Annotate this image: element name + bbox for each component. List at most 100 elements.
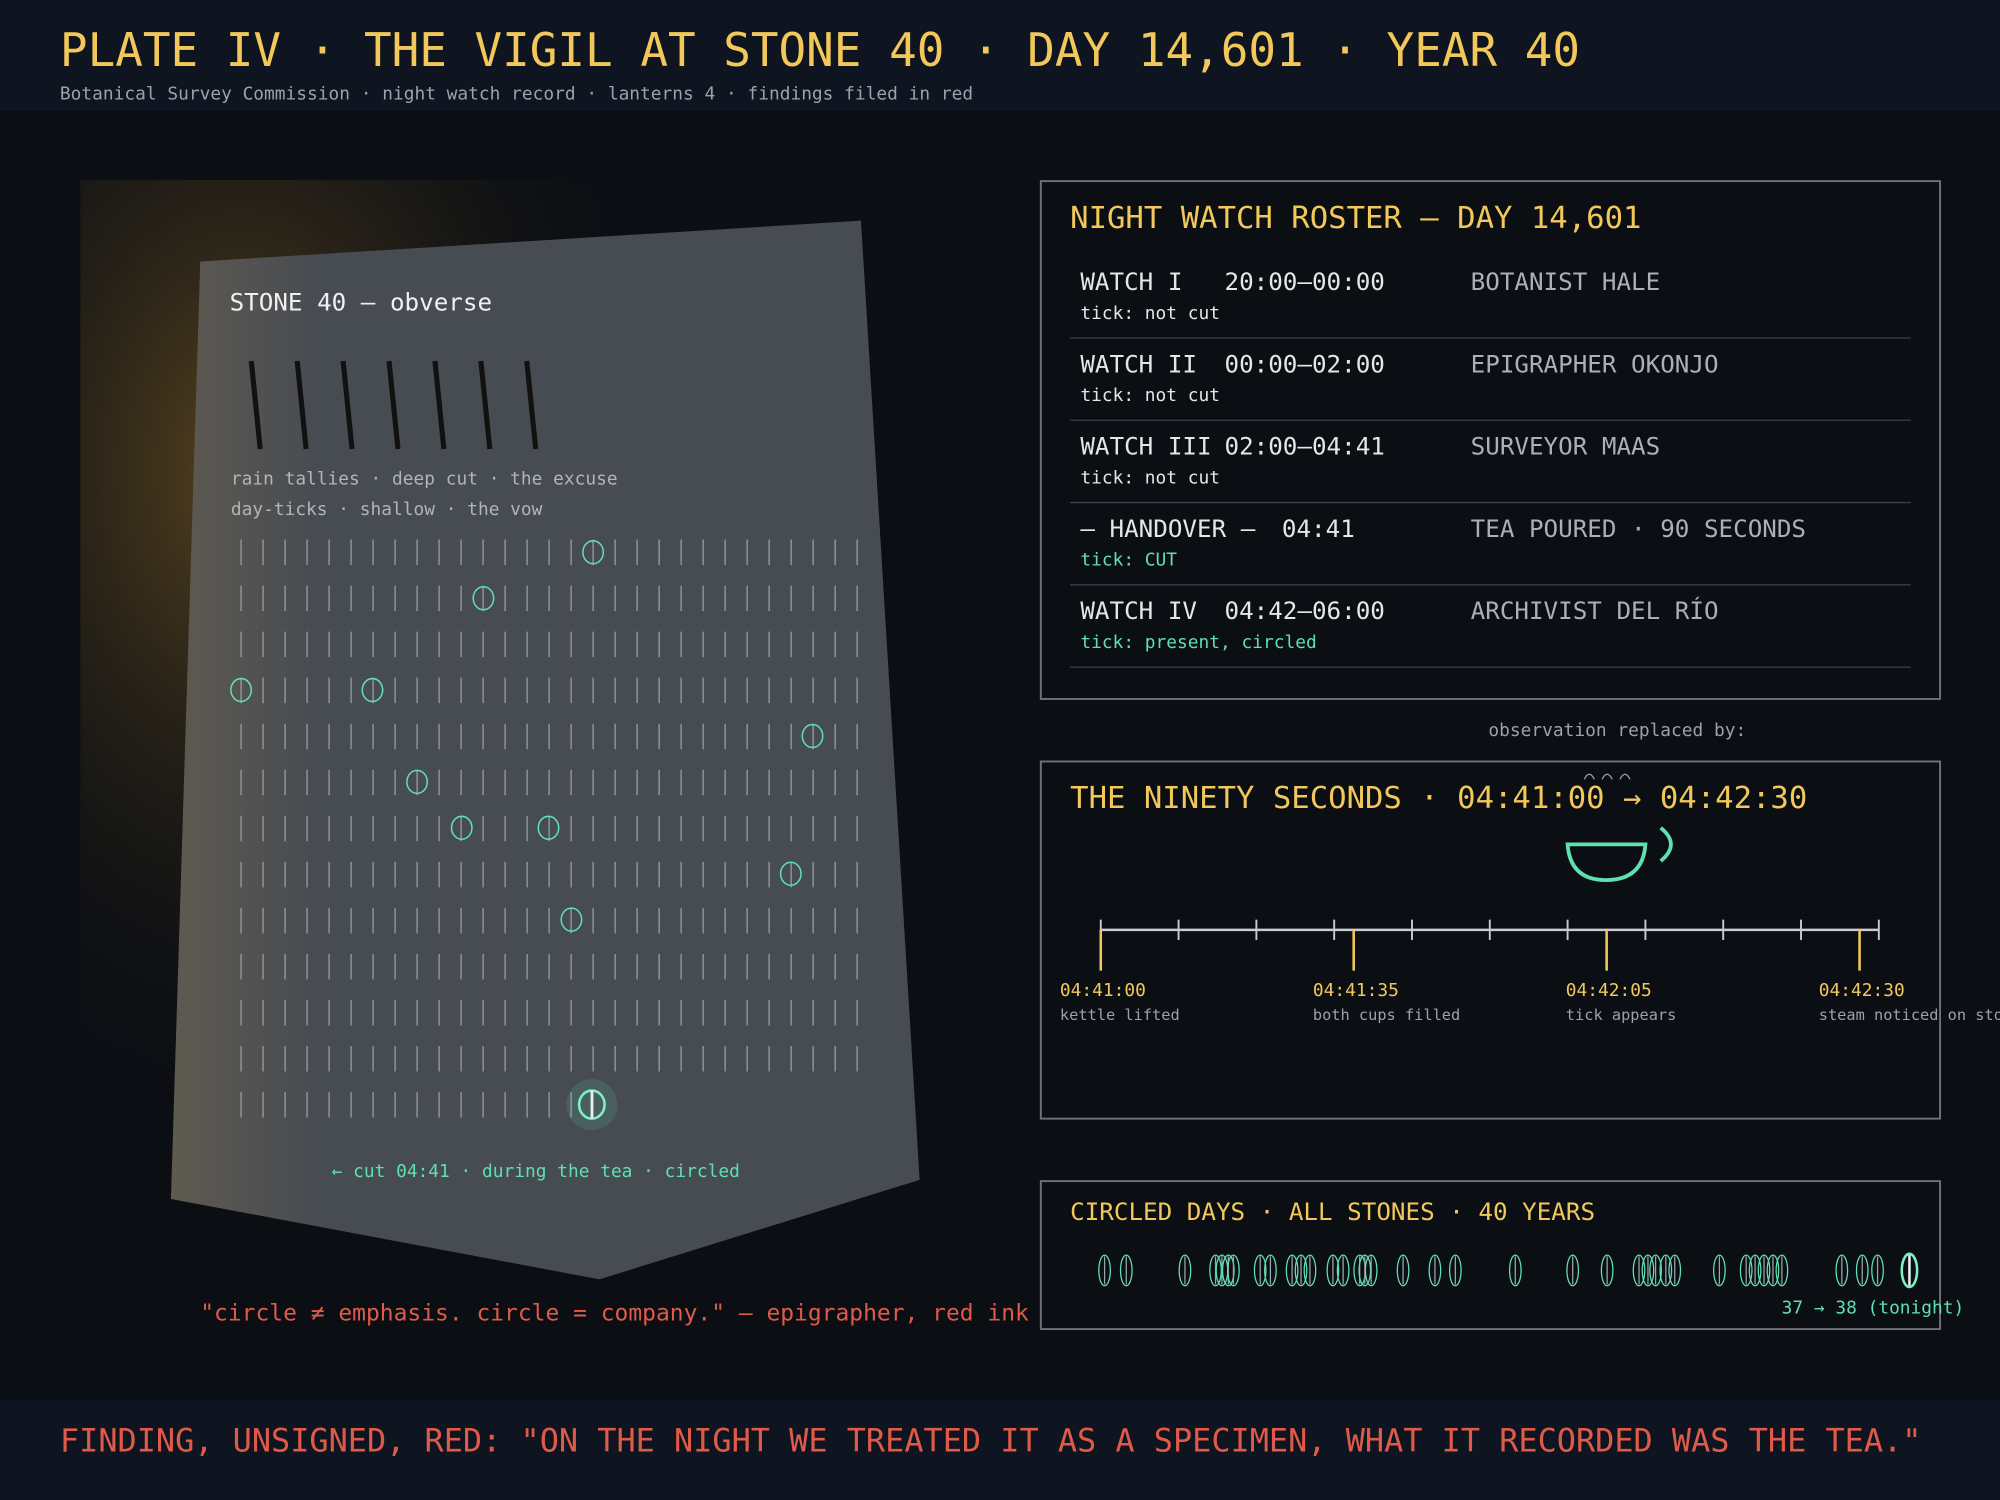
event-time: 04:42:30 — [1819, 980, 1905, 1001]
day-ticks — [230, 539, 858, 1131]
roster-status: tick: not cut — [1080, 467, 1220, 488]
tea-cup — [1565, 773, 1673, 883]
header-bar — [0, 0, 2000, 111]
event-time: 04:42:05 — [1566, 980, 1652, 1001]
subtitle: Botanical Survey Commission · night watc… — [60, 83, 973, 104]
circled-day — [1178, 1254, 1192, 1287]
circled-day — [1264, 1254, 1277, 1287]
circled-day — [1641, 1254, 1655, 1287]
circled-day — [1748, 1254, 1762, 1287]
roster-title: NIGHT WATCH ROSTER — DAY 14,601 — [1070, 201, 1641, 236]
roster-name: BOTANIST HALE — [1471, 268, 1661, 296]
circled-tick — [361, 677, 384, 703]
roster-watch: WATCH IV — [1080, 597, 1197, 625]
circled-day — [1119, 1254, 1133, 1287]
roster-watch: — HANDOVER — — [1080, 515, 1255, 543]
roster-name: ARCHIVIST DEL RÍO — [1471, 596, 1719, 625]
tonight-day — [1900, 1252, 1919, 1289]
circled-count: 37 → 38 (tonight) — [1782, 1298, 1965, 1319]
circled-day — [1227, 1254, 1240, 1287]
event-time: 04:41:35 — [1313, 980, 1399, 1001]
circled-day — [1600, 1254, 1614, 1287]
circled-tick — [779, 861, 802, 886]
circled-tick — [450, 815, 473, 841]
ninety-title: THE NINETY SECONDS · 04:41:00 → 04:42:30 — [1070, 781, 1807, 816]
roster-name: EPIGRAPHER OKONJO — [1471, 350, 1719, 378]
roster-time: 00:00–02:00 — [1224, 350, 1384, 378]
circled-day — [1285, 1254, 1299, 1287]
roster-time: 04:42–06:00 — [1224, 597, 1384, 625]
circled-tick — [582, 540, 605, 565]
stone-caption: ← cut 04:41 · during the tea · circled — [332, 1161, 740, 1182]
roster-status: tick: not cut — [1080, 385, 1220, 406]
circled-day — [1294, 1254, 1308, 1287]
circled-day — [1396, 1254, 1410, 1287]
roster-watch: WATCH III — [1080, 433, 1211, 461]
circled-day — [1659, 1254, 1673, 1287]
circled-tick — [801, 723, 824, 749]
deep-cut — [524, 360, 539, 450]
circled-day — [1326, 1254, 1340, 1287]
roster-watch: WATCH I — [1080, 268, 1182, 296]
roster-time: 02:00–04:41 — [1224, 433, 1384, 461]
footer-bar — [0, 1399, 2000, 1500]
circled-tick — [472, 585, 495, 611]
roster-name: TEA POURED · 90 SECONDS — [1471, 515, 1806, 543]
circled-day — [1566, 1254, 1580, 1287]
circled-day — [1855, 1254, 1869, 1287]
circled-day — [1303, 1254, 1317, 1287]
roster-name: SURVEYOR MAAS — [1471, 433, 1661, 461]
roster-status: tick: not cut — [1080, 303, 1220, 324]
circled-tick — [406, 769, 429, 795]
roster-watch: WATCH II — [1080, 350, 1197, 378]
roster-panel — [1039, 180, 1942, 700]
transition-note: observation replaced by: — [1488, 720, 1746, 741]
deep-cut — [248, 360, 263, 450]
circled-panel — [1039, 1180, 1942, 1331]
deep-cut — [432, 360, 447, 450]
circled-tick — [537, 815, 560, 841]
circled-day — [1766, 1254, 1780, 1287]
circled-day — [1871, 1254, 1884, 1287]
quote: "circle ≠ emphasis. circle = company." —… — [200, 1300, 1029, 1326]
finding: FINDING, UNSIGNED, RED: "ON THE NIGHT WE… — [60, 1422, 1921, 1460]
circled-day — [1739, 1254, 1753, 1287]
circled-days — [1098, 1252, 1919, 1289]
circled-day — [1336, 1254, 1350, 1287]
title: PLATE IV · THE VIGIL AT STONE 40 · DAY 1… — [60, 23, 1580, 77]
deep-cut — [294, 360, 309, 450]
deep-cuts — [248, 360, 539, 450]
roster-status: tick: present, circled — [1080, 632, 1316, 653]
circled-day — [1775, 1254, 1789, 1287]
circled-tick — [560, 907, 583, 932]
roster-time: 04:41 — [1282, 515, 1355, 543]
circled-day — [1835, 1254, 1849, 1287]
roster-status: tick: CUT — [1080, 550, 1177, 571]
stone-legend: rain tallies · deep cut · the excuse — [231, 469, 618, 490]
event-label: steam noticed on stone — [1819, 1006, 2000, 1024]
circled-day — [1253, 1254, 1267, 1287]
circled-day — [1757, 1254, 1771, 1287]
deep-cut — [478, 360, 493, 450]
event-label: tick appears — [1566, 1006, 1677, 1024]
roster-rows: WATCH I 20:00–00:00 BOTANIST HALE tick: not… — [1070, 268, 1911, 668]
circled-day — [1632, 1254, 1646, 1287]
ninety-panel — [1039, 760, 1942, 1120]
stone-label: STONE 40 — obverse — [230, 289, 492, 317]
timeline: 04:41:00 kettle lifted 04:41:35 both cups f… — [1060, 919, 2000, 1024]
circled-day — [1364, 1254, 1378, 1287]
deep-cut — [386, 360, 401, 450]
circled-day — [1649, 1254, 1662, 1287]
circled-day — [1508, 1254, 1522, 1287]
circled-day — [1668, 1254, 1682, 1287]
circled-tick — [230, 677, 253, 703]
event-label: kettle lifted — [1060, 1006, 1180, 1024]
circled-day — [1428, 1254, 1442, 1287]
event-label: both cups filled — [1313, 1006, 1460, 1024]
circled-title: CIRCLED DAYS · ALL STONES · 40 YEARS — [1070, 1198, 1595, 1226]
circled-day — [1713, 1254, 1726, 1287]
stone — [170, 220, 920, 1280]
event-time: 04:41:00 — [1060, 980, 1146, 1001]
